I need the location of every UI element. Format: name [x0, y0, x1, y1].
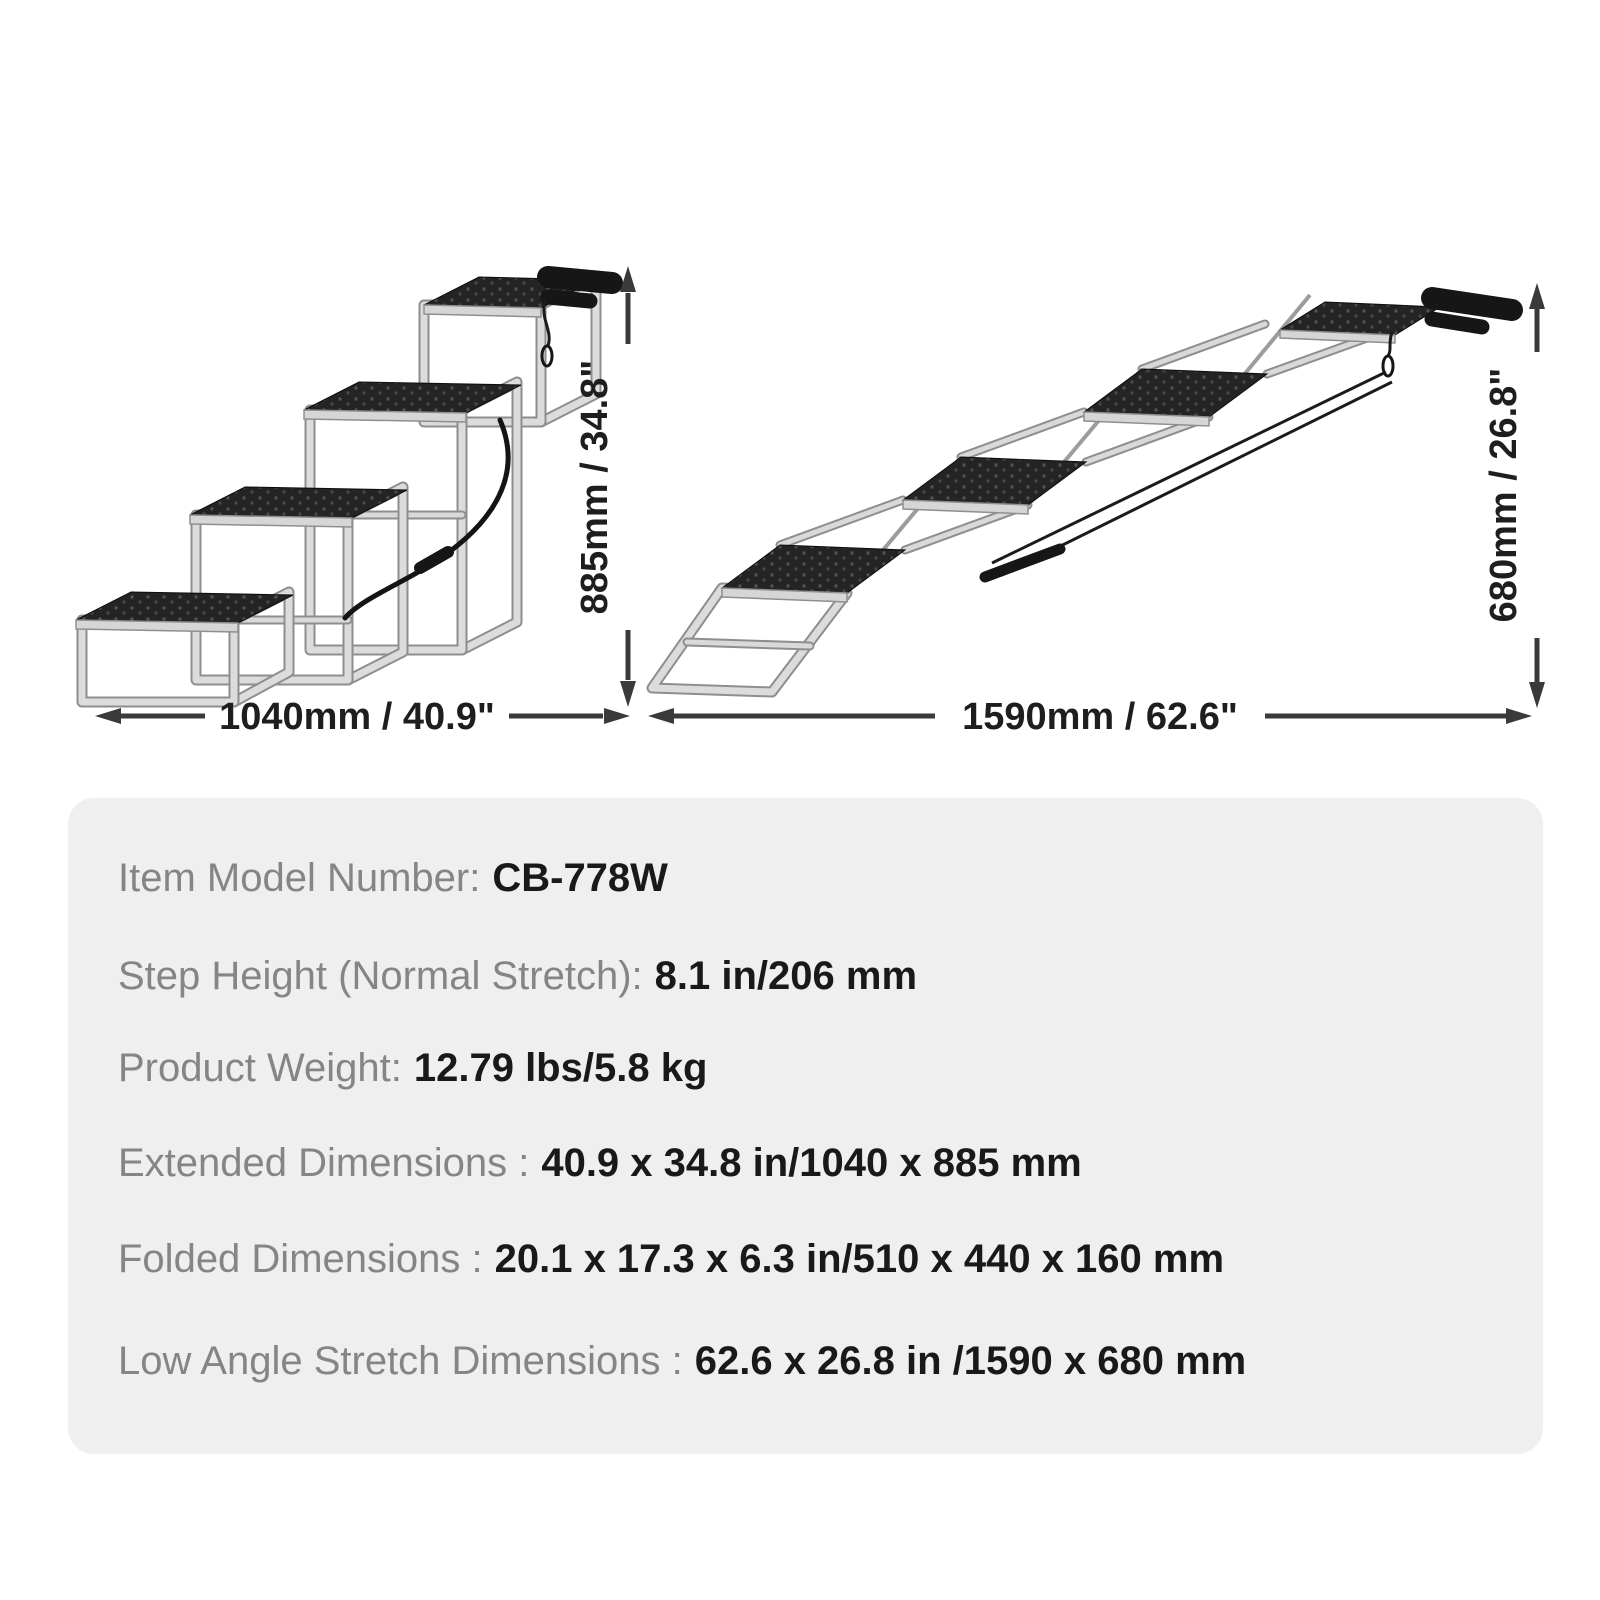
carabiner-clip-icon: [540, 344, 554, 368]
spec-row-step-height: Step Height (Normal Stretch): 8.1 in/206 …: [118, 952, 1513, 1000]
extended-height-label: 885mm / 34.8": [574, 360, 616, 615]
spec-label: Extended Dimensions :: [118, 1141, 530, 1185]
grip-handle: [1421, 287, 1523, 335]
step3-tread: [303, 381, 522, 414]
ramp-tread-1: [720, 544, 907, 594]
tension-cable: [1001, 380, 1393, 577]
dimensions-low-angle: 680mm / 26.8" 1590mm / 62.6": [648, 283, 1545, 738]
spec-value: 20.1 x 17.3 x 6.3 in/510 x 440 x 160 mm: [494, 1237, 1225, 1281]
extended-width-label: 1040mm / 40.9": [219, 696, 495, 738]
spec-value: 8.1 in/206 mm: [654, 954, 918, 998]
strap-handle: [979, 543, 1066, 583]
spec-label: Step Height (Normal Stretch):: [118, 954, 643, 998]
ramp-top-platform: [1278, 301, 1442, 336]
spec-row-extended-dimensions: Extended Dimensions :40.9 x 34.8 in/1040…: [118, 1139, 1513, 1187]
dimensions-extended: 885mm / 34.8" 1040mm / 40.9": [95, 266, 636, 738]
tension-cable: [991, 370, 1387, 565]
spec-row-model: Item Model Number: CB-778W: [118, 854, 1513, 902]
spec-row-weight: Product Weight: 12.79 lbs/5.8 kg: [118, 1044, 1513, 1092]
low-angle-stretch-diagram: [646, 287, 1523, 698]
spec-label: Folded Dimensions :: [118, 1237, 483, 1281]
spec-value: CB-778W: [492, 856, 668, 900]
grip-handle: [537, 266, 623, 309]
spec-label: Item Model Number:: [118, 856, 481, 900]
carabiner-strap: [542, 299, 551, 347]
spec-row-low-angle-dimensions: Low Angle Stretch Dimensions :62.6 x 26.…: [118, 1337, 1513, 1385]
ramp-tread-3: [1082, 368, 1269, 418]
ramp-tread-2: [901, 456, 1088, 506]
spec-label: Product Weight:: [118, 1046, 402, 1090]
extended-stairs-diagram: [75, 266, 623, 708]
spec-row-folded-dimensions: Folded Dimensions :20.1 x 17.3 x 6.3 in/…: [118, 1235, 1513, 1283]
carabiner-clip-icon: [1381, 354, 1395, 378]
spec-panel: Item Model Number: CB-778W Step Height (N…: [68, 798, 1543, 1454]
spec-value: 12.79 lbs/5.8 kg: [413, 1046, 708, 1090]
low-angle-height-label: 680mm / 26.8": [1483, 368, 1525, 623]
low-angle-width-label: 1590mm / 62.6": [962, 696, 1238, 738]
spec-value: 40.9 x 34.8 in/1040 x 885 mm: [541, 1141, 1082, 1185]
spec-value: 62.6 x 26.8 in /1590 x 680 mm: [694, 1339, 1247, 1383]
spec-label: Low Angle Stretch Dimensions :: [118, 1339, 683, 1383]
